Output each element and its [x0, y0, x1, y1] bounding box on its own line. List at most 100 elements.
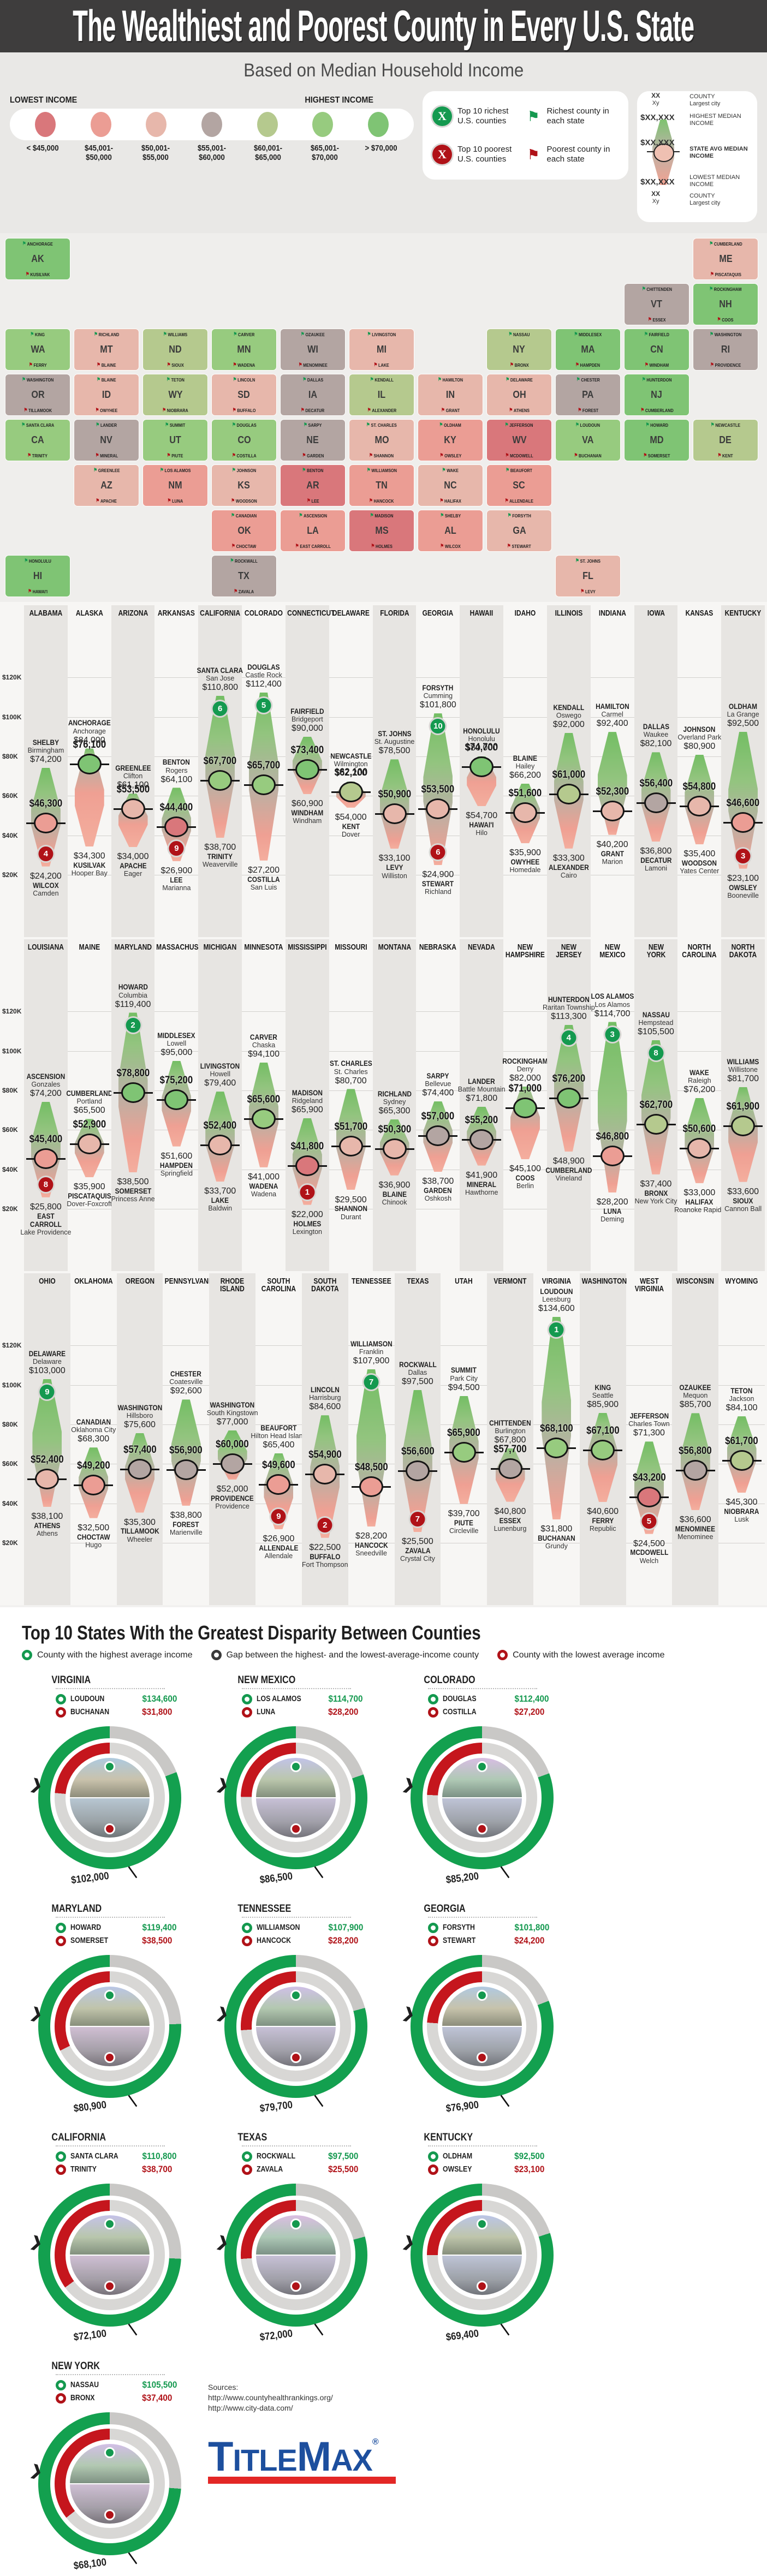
dotted-rule [56, 1917, 165, 1918]
map-state-abbr: RI [721, 344, 730, 355]
poorest-county-city: Hawthorne [465, 1188, 498, 1196]
poorest-county-block: $27,200 COSTILLA San Luis [236, 865, 291, 891]
poorest-county-city: Camden [33, 889, 59, 897]
poorest-county-city: Athens [36, 1530, 58, 1538]
richest-county-block: HUNTERDON Raritan Township $113,300 [542, 995, 596, 1022]
state-name: ARIZONA [118, 609, 148, 618]
state-name: PENNSYLVANIA [165, 1277, 216, 1286]
poorest-county-income: $33,000 [683, 1188, 716, 1197]
highest-county-name: SANTA CLARA [70, 2152, 118, 2161]
richest-county-city: Rogers [165, 766, 188, 774]
richest-county-income: $74,400 [422, 1088, 454, 1098]
map-richest-county: ⚑ WILLIAMS [163, 331, 188, 337]
richest-county-city: Los Alamos [594, 1000, 630, 1009]
avg-circle [81, 1475, 106, 1496]
richest-county-name: FAIRFIELD [290, 707, 324, 715]
map-poorest-county: ⚑ EAST CARROLL [295, 543, 331, 549]
disparity-card-new-york: NEW YORK NASSAU $105,500 BRONX $37,400 ❯ [22, 2360, 208, 2572]
state-avg-income: $46,300 [29, 797, 63, 809]
poorest-county-block: $54,000 KENT Dover [324, 812, 378, 838]
state-column-new-hampshire: NEW HAMPSHIRE $71,000 ROCKINGHAM Derry $8… [502, 939, 548, 1271]
map-state-abbr: NH [719, 299, 732, 309]
map-poorest-county: ⚑ TILLAMOOK [23, 407, 52, 413]
richest-county-income: $113,300 [551, 1011, 587, 1021]
poorest-county-block: $36,600 MENOMINEE Menominee [667, 1514, 724, 1541]
state-avg-income: $56,800 [679, 1445, 712, 1457]
card-highest-row: ROCKWALL $97,500 [242, 2151, 394, 2162]
richest-county-city: Carmel [601, 711, 623, 719]
state-column-new-york: NEW YORK $62,700 NASSAU Hempstead $105,50… [634, 939, 678, 1271]
poorest-flag-icon: ⚑ [507, 543, 511, 548]
poorest-county-income: $29,500 [335, 1195, 367, 1204]
richest-county-city: Willistone [728, 1065, 758, 1074]
map-poorest-county: ⚑ LEVY [580, 588, 596, 594]
poorest-county-name: GARDEN [424, 1186, 453, 1195]
highest-county-name: LOUDOUN [70, 1695, 105, 1703]
highest-income-label: HIGHEST INCOME [305, 96, 373, 105]
avg-circle [687, 796, 712, 817]
state-avg-income: $56,600 [401, 1445, 435, 1457]
axis-tick-20k: $20K [2, 1204, 18, 1213]
state-avg-income: $44,400 [160, 801, 193, 813]
richest-county-block: JOHNSON Overland Park $80,900 [672, 725, 727, 752]
poorest-flag-icon: ⚑ [373, 362, 378, 367]
income-band-label-0: < $45,000 [26, 144, 59, 153]
dotted-rule [56, 1688, 165, 1689]
map-state-abbr: SD [237, 389, 251, 400]
richest-county-name: HOWARD [118, 983, 148, 992]
poorest-county-city: Booneville [727, 891, 759, 899]
avg-circle [208, 770, 233, 791]
richest-flag-icon: ⚑ [370, 377, 374, 382]
poorest-county-city: Cairo [560, 871, 577, 879]
map-state-abbr: AZ [100, 480, 112, 491]
income-scale: LOWEST INCOME HIGHEST INCOME < $45,000 $4… [10, 91, 414, 163]
state-name: IDAHO [514, 609, 536, 618]
richest-county-income: $80,700 [335, 1076, 367, 1086]
richest-flag-icon: ⚑ [439, 422, 443, 427]
lowest-county-value: $27,200 [514, 1707, 545, 1717]
state-avg-income: $45,400 [29, 1134, 63, 1145]
richest-county-block: ROCKINGHAM Derry $82,000 [498, 1057, 552, 1083]
map-state-TN: ⚑ WILLIAMSON TN ⚑ HANCOCK [349, 465, 414, 506]
map-state-CN: ⚑ FAIRFIELD CN ⚑ WINDHAM [625, 329, 689, 370]
poorest-county-city: Deming [600, 1215, 625, 1224]
richest-county-block: GREENLEE Clifton $61,100 [106, 764, 160, 790]
avg-circle [164, 1089, 189, 1111]
highest-county-value: $134,600 [142, 1694, 177, 1704]
map-state-IA: ⚑ DALLAS IA ⚑ DECATUR [281, 374, 345, 415]
card-state-name: GEORGIA [424, 1903, 466, 1915]
poorest-county-name: BLAINE [382, 1190, 407, 1198]
axis-tick-100k: $100K [2, 1047, 22, 1055]
dotted-rule [428, 2145, 537, 2146]
poorest-flag-icon: ⚑ [306, 498, 311, 503]
state-avg-income: $68,100 [540, 1422, 573, 1434]
poorest-county-city: Windham [293, 816, 322, 825]
map-state-abbr: ME [718, 253, 733, 264]
poorest-flag-icon: ⚑ [644, 362, 649, 367]
map-poorest-county: ⚑ TRINITY [27, 452, 48, 458]
poorest-county-income: $33,100 [378, 854, 411, 863]
state-name: OKLAHOMA [74, 1277, 113, 1286]
lowest-ring-icon [56, 1935, 66, 1946]
gap-gauge: ❯ [401, 2184, 554, 2327]
richest-county-block: KING Seattle $85,900 [574, 1384, 632, 1410]
poorest-county-income: $36,800 [640, 846, 672, 856]
state-column-michigan: MICHIGAN $52,400 LIVINGSTON Howell $79,40… [198, 939, 242, 1271]
source-link-citydata[interactable]: http://www.city-data.com/ [208, 2403, 293, 2412]
poorest-county-name: TILLAMOOK [120, 1527, 159, 1536]
richest-county-name: TETON [730, 1387, 753, 1396]
richest-flag-icon: ⚑ [304, 422, 308, 427]
map-poorest-county: ⚑ ATHENS [509, 407, 530, 413]
map-state-WV: ⚑ JEFFERSON WV ⚑ MCDOWELL [487, 420, 551, 461]
registered-mark: ® [372, 2437, 379, 2447]
source-link-countyhealthrankings[interactable]: http://www.countyhealthrankings.org/ [208, 2393, 333, 2402]
state-avg-income: $57,400 [123, 1444, 157, 1456]
richest-county-income: $64,100 [160, 774, 193, 784]
map-richest-county: ⚑ FORSYTH [507, 512, 531, 518]
poorest-county-name: GRANT [600, 849, 624, 858]
poorest-county-name: MCDOWELL [629, 1548, 668, 1557]
highest-county-name: HOWARD [70, 1923, 102, 1932]
lowest-county-name: OWSLEY [443, 2165, 472, 2174]
poorest-county-name: WINDHAM [291, 808, 324, 817]
poorest-county-income: $35,400 [683, 849, 716, 859]
